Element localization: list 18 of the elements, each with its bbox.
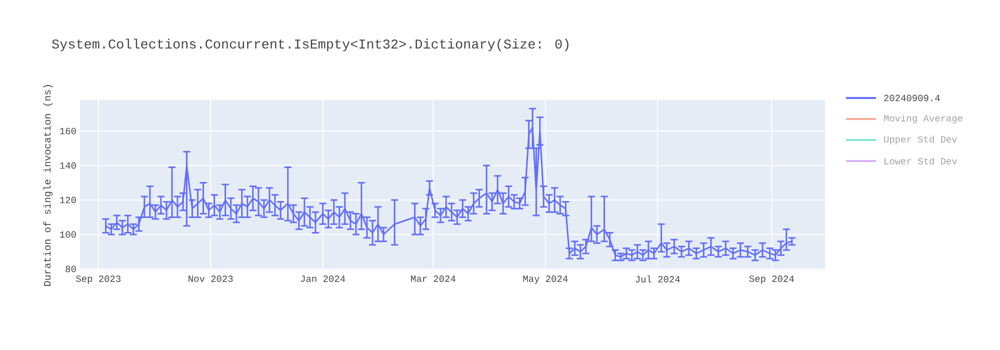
y-axis-title: Duration of single invocation (ns) bbox=[43, 85, 53, 286]
legend-label: 20240909.4 bbox=[884, 94, 940, 102]
y-tick-label: 100 bbox=[60, 231, 76, 238]
y-tick-label: 120 bbox=[60, 196, 76, 204]
legend-label: Moving Average bbox=[884, 114, 962, 124]
chart-title: System.Collections.Concurrent.IsEmpty<Int32>.Dictionary(Size: 0) bbox=[52, 38, 568, 52]
x-tick-label: Sep 2023 bbox=[76, 276, 121, 284]
x-tick-label: Sep 2024 bbox=[749, 276, 794, 284]
x-tick-label: Mar 2024 bbox=[411, 276, 456, 282]
legend-label: Upper Std Dev bbox=[884, 136, 958, 144]
y-tick-label: 140 bbox=[60, 162, 76, 169]
x-tick-label: Jul 2024 bbox=[636, 276, 680, 282]
y-tick-label: 80 bbox=[66, 266, 76, 272]
legend-label: Lower Std Dev bbox=[884, 158, 958, 164]
x-tick-label: Jan 2024 bbox=[300, 276, 346, 282]
x-tick-label: Nov 2023 bbox=[188, 276, 233, 282]
y-tick-label: 160 bbox=[60, 128, 76, 134]
x-tick-label: May 2024 bbox=[523, 276, 568, 284]
